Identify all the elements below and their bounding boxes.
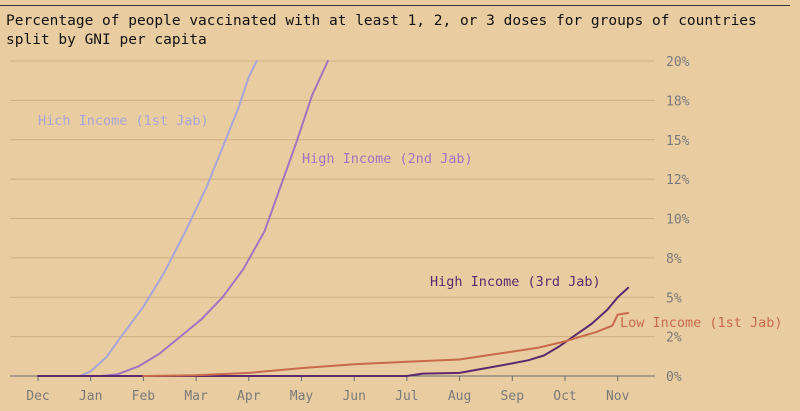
series-line-3 [142, 312, 630, 377]
series-line-2 [37, 286, 630, 377]
x-tick-label: Dec [26, 389, 49, 404]
y-tick-label: 0% [666, 370, 682, 385]
series-label: Hich Income (1st Jab) [38, 113, 209, 129]
x-tick-label: Jan [79, 389, 102, 404]
x-tick-label: Feb [132, 389, 156, 404]
x-tick-label: Jun [342, 389, 365, 404]
series-label: Low Income (1st Jab) [620, 315, 783, 331]
y-tick-labels: 0% 2% 5% 8% 10% 12% 15% 18% 20% [666, 55, 690, 385]
x-tick-label: Aug [448, 389, 471, 404]
x-tick-label: Apr [237, 389, 261, 404]
y-tick-label: 5% [666, 291, 682, 306]
series-line-1 [79, 60, 329, 377]
series-lines [37, 60, 630, 377]
y-tick-label: 15% [666, 134, 690, 149]
x-tick-label: Oct [553, 389, 576, 404]
y-tick-label: 20% [666, 55, 690, 70]
x-tick-label: Mar [184, 389, 208, 404]
series-label: High Income (3rd Jab) [430, 274, 601, 290]
top-rule [0, 5, 790, 6]
x-tick-label: Sep [501, 389, 525, 404]
y-tick-label: 12% [666, 173, 690, 188]
gridlines [10, 60, 655, 377]
series-labels: Hich Income (1st Jab) High Income (2nd Ja… [38, 113, 783, 331]
chart-title: Percentage of people vaccinated with at … [6, 13, 766, 48]
x-tick-label: Jul [395, 389, 418, 404]
series-line-0 [37, 60, 258, 377]
y-tick-label: 2% [666, 331, 682, 346]
y-tick-label: 8% [666, 252, 682, 267]
x-tick-labels: Dec Jan Feb Mar Apr May Jun Jul Aug Sep Oct Nov [26, 389, 629, 404]
y-tick-label: 18% [666, 94, 690, 109]
y-tick-label: 10% [666, 213, 690, 228]
x-tick-label: Nov [606, 389, 630, 404]
x-tick-label: May [290, 389, 314, 404]
series-label: High Income (2nd Jab) [302, 151, 473, 167]
